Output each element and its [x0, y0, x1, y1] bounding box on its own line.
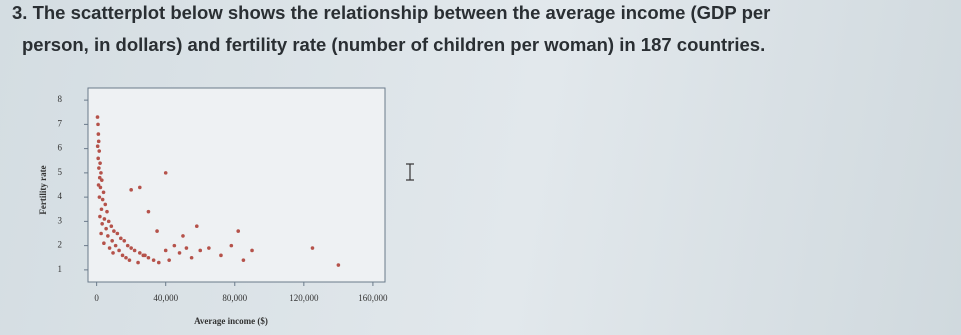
point	[97, 166, 101, 170]
point	[194, 224, 199, 229]
point	[151, 258, 156, 262]
text-cursor	[406, 163, 414, 181]
point	[99, 231, 103, 236]
point	[155, 229, 159, 233]
point	[172, 243, 177, 248]
point	[96, 183, 101, 187]
y-tick-label: 1	[58, 264, 63, 274]
x-tick-label: 40,000	[153, 293, 178, 303]
y-tick-label: 8	[58, 94, 63, 104]
point	[97, 195, 102, 199]
point	[105, 209, 109, 214]
point	[109, 224, 114, 229]
plot-frame	[87, 87, 386, 283]
point	[101, 190, 106, 195]
point	[336, 263, 341, 267]
point	[100, 222, 104, 226]
point	[111, 251, 115, 255]
point	[98, 214, 102, 219]
point	[136, 260, 140, 265]
y-tick-label: 6	[58, 143, 63, 153]
point	[95, 144, 100, 148]
x-tick-label: 120,000	[289, 293, 319, 303]
y-tick-label: 7	[58, 118, 63, 128]
x-tick-label: 0	[94, 293, 99, 303]
point	[219, 253, 223, 258]
point	[189, 255, 194, 260]
point	[250, 248, 254, 253]
point	[97, 175, 102, 180]
point	[138, 185, 142, 190]
point	[241, 258, 246, 262]
point	[107, 246, 112, 250]
point	[97, 149, 102, 153]
y-tick-label: 3	[58, 215, 63, 225]
point	[98, 161, 102, 165]
point	[156, 260, 161, 265]
point	[129, 246, 133, 250]
point	[115, 231, 120, 236]
question-text: person, in dollars) and fertility rate (…	[22, 34, 766, 55]
point	[310, 246, 315, 250]
question-line: 3. The scatterplot below shows the relat…	[12, 2, 770, 24]
y-tick-label: 5	[58, 167, 63, 177]
y-tick-label: 2	[58, 240, 63, 250]
point	[99, 207, 104, 212]
point	[103, 202, 108, 207]
point	[96, 156, 100, 161]
point	[117, 248, 121, 253]
point	[112, 229, 116, 233]
point	[100, 178, 104, 182]
point	[146, 209, 151, 214]
point	[236, 229, 241, 233]
point	[110, 238, 114, 243]
point	[96, 132, 101, 136]
x-tick-label: 160,000	[358, 293, 388, 303]
point	[119, 236, 123, 241]
question-text: The scatterplot below shows the relation…	[32, 2, 771, 23]
point	[177, 251, 182, 255]
point	[184, 246, 189, 250]
point	[129, 188, 133, 192]
point	[141, 253, 146, 258]
point	[207, 246, 211, 250]
point	[102, 241, 106, 245]
point	[124, 255, 128, 260]
point	[106, 219, 111, 224]
point	[99, 171, 103, 175]
point	[120, 253, 125, 258]
point	[198, 248, 203, 253]
question-number: 3.	[12, 2, 28, 23]
point	[104, 226, 108, 231]
point	[132, 248, 137, 253]
point	[113, 243, 118, 248]
point	[96, 139, 101, 144]
point	[100, 197, 105, 202]
point	[102, 217, 107, 221]
x-tick-label: 80,000	[222, 293, 247, 303]
point	[96, 122, 100, 127]
point	[127, 258, 132, 262]
point	[95, 115, 100, 119]
point	[163, 171, 168, 175]
point	[106, 234, 110, 238]
point	[122, 238, 127, 243]
point	[229, 243, 234, 248]
point	[98, 185, 103, 190]
point	[167, 258, 171, 262]
y-tick-label: 4	[58, 191, 63, 201]
point	[181, 234, 185, 238]
point	[138, 251, 142, 255]
point	[146, 255, 151, 260]
point	[125, 243, 130, 248]
point	[163, 248, 168, 253]
x-axis-label: Average income ($)	[194, 316, 268, 326]
y-axis-label: Fertility rate	[38, 165, 48, 214]
